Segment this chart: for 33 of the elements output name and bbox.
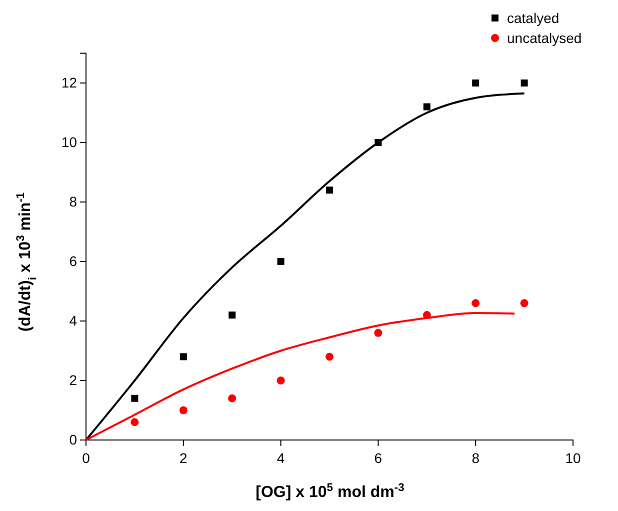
x-tick-label: 4	[276, 450, 285, 466]
point	[130, 418, 139, 426]
point	[374, 328, 382, 337]
point	[131, 394, 138, 402]
x-tick-label: 8	[472, 450, 480, 466]
y-tick-label: 6	[69, 252, 78, 269]
y-tick-label: 8	[69, 193, 78, 210]
x-tick-label: 6	[374, 450, 382, 466]
point	[472, 299, 480, 308]
y-tick-label: 2	[69, 372, 78, 388]
x-tick-label: 10	[565, 450, 581, 466]
point	[228, 312, 236, 319]
x-tick-label: 2	[180, 450, 188, 466]
point	[180, 353, 187, 360]
point	[520, 299, 528, 308]
x-tick-label: 0	[82, 450, 90, 466]
legend-label: catalyed	[507, 10, 560, 26]
line-series	[85, 312, 516, 441]
point	[276, 376, 285, 384]
point	[277, 258, 284, 265]
legend-label: uncatalysed	[507, 30, 582, 46]
x-axis-title: [OG] x 10$^{5}$ mol dm$^{-3}$	[256, 482, 404, 501]
y-tick-label: 4	[69, 312, 78, 328]
y-tick-label: 12	[61, 74, 78, 90]
point	[423, 103, 430, 110]
point	[326, 352, 334, 361]
point	[179, 406, 188, 414]
y-tick-label: 0	[69, 431, 78, 448]
point	[472, 80, 480, 86]
point	[326, 186, 333, 194]
point	[228, 394, 236, 402]
y-tick-label: 10	[61, 134, 78, 150]
point	[520, 80, 528, 86]
